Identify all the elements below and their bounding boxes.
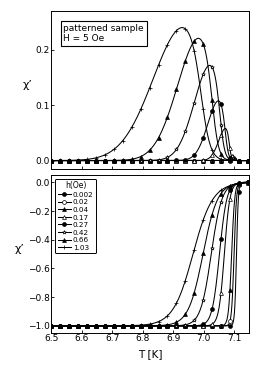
X-axis label: T [K]: T [K] <box>138 349 163 359</box>
Y-axis label: χ’: χ’ <box>15 244 25 254</box>
Legend: 0.002, 0.02, 0.04, 0.17, 0.27, 0.42, 0.66, 1.03: 0.002, 0.02, 0.04, 0.17, 0.27, 0.42, 0.6… <box>55 179 96 253</box>
Text: patterned sample
H = 5 Oe: patterned sample H = 5 Oe <box>63 24 144 43</box>
Y-axis label: χ’: χ’ <box>22 80 32 90</box>
